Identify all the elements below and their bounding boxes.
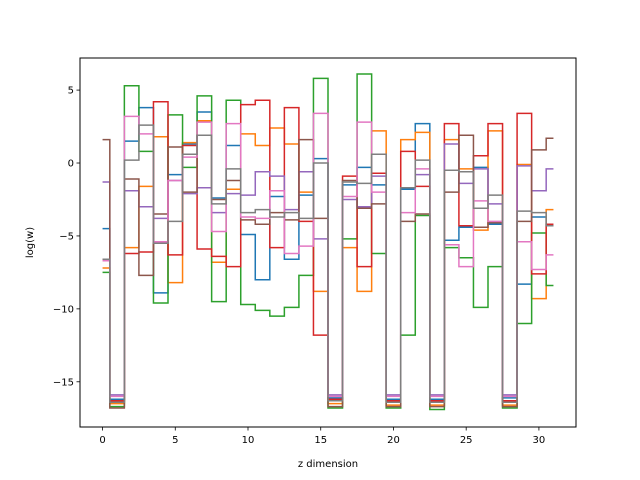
x-tick-label: 0 bbox=[99, 435, 105, 446]
y-tick-label: 0 bbox=[68, 159, 74, 170]
y-tick-label: −5 bbox=[59, 231, 74, 242]
x-tick-label: 30 bbox=[533, 435, 546, 446]
x-tick-label: 25 bbox=[460, 435, 473, 446]
x-axis: 0 5 10 15 20 25 30 bbox=[99, 427, 545, 446]
plot-frame bbox=[79, 57, 577, 428]
x-tick-label: 15 bbox=[314, 435, 327, 446]
x-tick-label: 10 bbox=[242, 435, 255, 446]
x-axis-label: z dimension bbox=[298, 459, 358, 470]
x-tick-label: 20 bbox=[387, 435, 400, 446]
series-line-8 bbox=[102, 124, 554, 403]
y-tick-label: −10 bbox=[53, 304, 74, 315]
y-axis: 5 0 −5 −10 −15 bbox=[53, 86, 80, 388]
y-tick-label: 5 bbox=[68, 86, 74, 97]
x-tick-label: 5 bbox=[172, 435, 178, 446]
y-axis-label: log(w) bbox=[25, 227, 36, 258]
series-group bbox=[102, 73, 554, 411]
y-tick-label: −15 bbox=[53, 377, 74, 388]
